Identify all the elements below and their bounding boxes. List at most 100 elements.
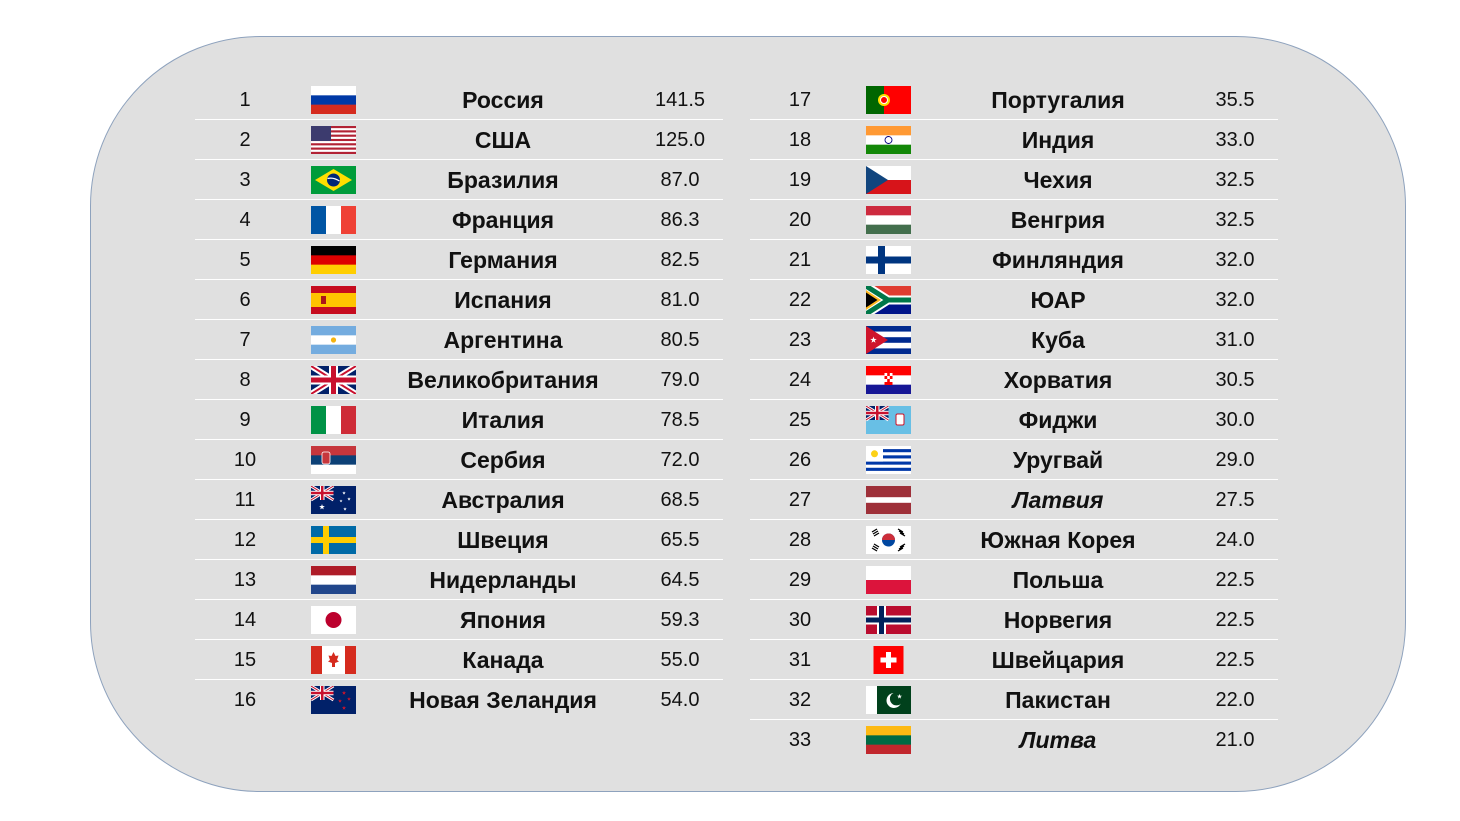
table-row: 14 Япония 59.3 (195, 600, 723, 640)
rank-number: 8 (239, 369, 251, 391)
table-row: 16 Новая Зеландия 54.0 (195, 680, 723, 720)
south-africa-flag (866, 286, 911, 314)
value-cell: 35.5 (1215, 89, 1255, 111)
hungary-flag (866, 206, 911, 234)
value-cell: 87.0 (660, 169, 700, 191)
value-cell: 79.0 (660, 369, 700, 391)
country-name: Венгрия (1010, 207, 1106, 233)
norway-flag (866, 606, 911, 634)
ranking-column-right: 17 Португалия 35.5 18 Индия 33.0 19 Чехия 32.5 20… (750, 80, 1278, 760)
value-cell: 33.0 (1215, 129, 1255, 151)
value-cell: 21.0 (1215, 729, 1255, 751)
value-cell: 24.0 (1215, 529, 1255, 551)
table-row: 2 США 125.0 (195, 120, 723, 160)
country-name: Великобритания (407, 367, 599, 393)
value-cell: 86.3 (660, 209, 700, 231)
country-name: Индия (1021, 127, 1095, 153)
value-cell: 64.5 (660, 569, 700, 591)
pakistan-flag (866, 686, 911, 714)
country-name: Литва (1019, 727, 1097, 753)
country-name: Южная Корея (980, 527, 1136, 553)
finland-flag (866, 246, 911, 274)
country-name: Норвегия (1003, 607, 1113, 633)
table-row: 33 Литва 21.0 (750, 720, 1278, 760)
australia-flag (311, 486, 356, 514)
value-cell: 29.0 (1215, 449, 1255, 471)
table-row: 7 Аргентина 80.5 (195, 320, 723, 360)
rank-number: 6 (239, 289, 251, 311)
value-cell: 72.0 (660, 449, 700, 471)
value-cell: 30.5 (1215, 369, 1255, 391)
value-cell: 22.5 (1215, 649, 1255, 671)
country-name: Россия (462, 87, 544, 113)
rank-number: 26 (788, 449, 812, 471)
table-row: 3 Бразилия 87.0 (195, 160, 723, 200)
value-cell: 55.0 (660, 649, 700, 671)
table-row: 13 Нидерланды 64.5 (195, 560, 723, 600)
table-row: 6 Испания 81.0 (195, 280, 723, 320)
serbia-flag (311, 446, 356, 474)
rank-number: 9 (239, 409, 251, 431)
value-cell: 27.5 (1215, 489, 1255, 511)
table-row: 31 Швейцария 22.5 (750, 640, 1278, 680)
uruguay-flag (866, 446, 911, 474)
rank-number: 16 (233, 689, 257, 711)
value-cell: 59.3 (660, 609, 700, 631)
value-cell: 65.5 (660, 529, 700, 551)
rank-number: 3 (239, 169, 251, 191)
japan-flag (311, 606, 356, 634)
country-name: Сербия (460, 447, 546, 473)
table-row: 4 Франция 86.3 (195, 200, 723, 240)
table-row: 24 Хорватия 30.5 (750, 360, 1278, 400)
croatia-flag (866, 366, 911, 394)
table-row: 32 Пакистан 22.0 (750, 680, 1278, 720)
table-row: 1 Россия 141.5 (195, 80, 723, 120)
country-name: ЮАР (1030, 287, 1086, 313)
rank-number: 14 (233, 609, 257, 631)
rank-number: 18 (788, 129, 812, 151)
france-flag (311, 206, 356, 234)
rank-number: 12 (233, 529, 257, 551)
value-cell: 22.5 (1215, 609, 1255, 631)
switzerland-flag (866, 646, 911, 674)
portugal-flag (866, 86, 911, 114)
rank-number: 24 (788, 369, 812, 391)
table-row: 18 Индия 33.0 (750, 120, 1278, 160)
country-name: Италия (461, 407, 545, 433)
country-name: Финляндия (992, 247, 1124, 273)
lithuania-flag (866, 726, 911, 754)
table-row: 27 Латвия 27.5 (750, 480, 1278, 520)
country-name: Швеция (457, 527, 549, 553)
uk-flag (311, 366, 356, 394)
rank-number: 21 (788, 249, 812, 271)
table-row: 9 Италия 78.5 (195, 400, 723, 440)
country-name: Аргентина (443, 327, 563, 353)
rank-number: 25 (788, 409, 812, 431)
rank-number: 22 (788, 289, 812, 311)
rank-number: 17 (788, 89, 812, 111)
rank-number: 31 (788, 649, 812, 671)
value-cell: 32.5 (1215, 209, 1255, 231)
value-cell: 32.5 (1215, 169, 1255, 191)
table-row: 15 Канада 55.0 (195, 640, 723, 680)
country-name: Бразилия (447, 167, 559, 193)
new-zealand-flag (311, 686, 356, 714)
table-row: 12 Швеция 65.5 (195, 520, 723, 560)
country-name: Фиджи (1018, 407, 1098, 433)
value-cell: 22.5 (1215, 569, 1255, 591)
country-name: Австралия (441, 487, 565, 513)
value-cell: 78.5 (660, 409, 700, 431)
rank-number: 10 (233, 449, 257, 471)
country-name: Пакистан (1005, 687, 1111, 713)
value-cell: 80.5 (660, 329, 700, 351)
rank-number: 11 (234, 489, 256, 511)
value-cell: 32.0 (1215, 249, 1255, 271)
sweden-flag (311, 526, 356, 554)
country-name: Германия (448, 247, 558, 273)
value-cell: 31.0 (1215, 329, 1255, 351)
value-cell: 22.0 (1215, 689, 1255, 711)
rank-number: 29 (788, 569, 812, 591)
country-name: Хорватия (1003, 367, 1113, 393)
country-name: Польша (1012, 567, 1104, 593)
latvia-flag (866, 486, 911, 514)
